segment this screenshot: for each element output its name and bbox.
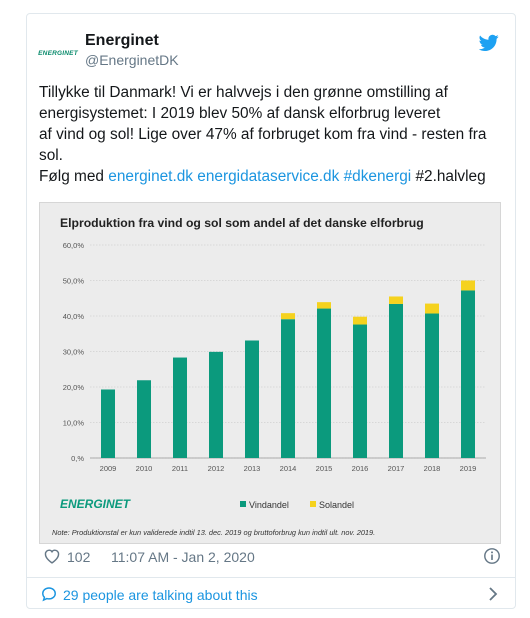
x-tick-label: 2012 [208, 464, 225, 473]
legend-solar-label: Solandel [319, 500, 354, 510]
bar-wind [209, 351, 223, 458]
x-tick-label: 2017 [388, 464, 405, 473]
avatar[interactable]: ENERGINET [38, 34, 78, 72]
bar-solar [461, 280, 475, 291]
bar-wind [389, 303, 403, 458]
author-name[interactable]: Energinet [85, 32, 159, 49]
legend-wind-label: Vindandel [249, 500, 289, 510]
bar-chart: Elproduktion fra vind og sol som andel a… [52, 216, 486, 537]
y-tick-label: 50,0% [63, 277, 85, 286]
tweet-header: ENERGINET Energinet @EnerginetDK [38, 28, 505, 72]
bar-wind [461, 290, 475, 458]
timestamp[interactable]: 11:07 AM - Jan 2, 2020 [111, 549, 255, 565]
x-tick-label: 2009 [100, 464, 117, 473]
bar-wind [137, 380, 151, 458]
tweet-line: sol. [39, 147, 63, 164]
legend-wind-swatch [240, 501, 246, 507]
comment-icon [42, 587, 56, 602]
y-tick-label: 0,% [71, 454, 84, 463]
bar-wind [425, 313, 439, 458]
hashtag-dkenergi[interactable]: #dkenergi [343, 168, 412, 185]
author-handle[interactable]: @EnerginetDK [85, 52, 179, 68]
heart-icon[interactable] [43, 548, 61, 564]
bar-solar [281, 313, 295, 320]
avatar-logo-text: ENERGINET [38, 49, 78, 57]
tweet-line-follow: Følg med energinet.dk energidataservice.… [39, 166, 505, 187]
legend-solar-swatch [310, 501, 316, 507]
x-tick-label: 2015 [316, 464, 333, 473]
x-tick-label: 2018 [424, 464, 441, 473]
y-tick-label: 60,0% [63, 241, 85, 250]
chart-note: Note: Produktionstal er kun validerede i… [52, 528, 375, 537]
bar-solar [389, 296, 403, 304]
bar-solar [353, 316, 367, 325]
bar-solar [317, 302, 331, 309]
bar-wind [281, 319, 295, 458]
link-energidataservice[interactable]: energidataservice.dk [197, 168, 340, 185]
bar-wind [173, 357, 187, 458]
chart-image[interactable]: Elproduktion fra vind og sol som andel a… [39, 202, 501, 544]
tweet-line: af vind og sol! Lige over 47% af forbrug… [39, 126, 487, 143]
divider [27, 577, 515, 578]
twitter-bird-icon[interactable] [479, 34, 499, 52]
tweet-line: Tillykke til Danmark! Vi er halvvejs i d… [39, 84, 448, 101]
chevron-right-icon[interactable] [487, 586, 499, 602]
tweet-meta: 102 11:07 AM - Jan 2, 2020 [39, 544, 505, 568]
y-tick-label: 20,0% [63, 383, 85, 392]
info-icon[interactable] [483, 547, 501, 565]
talking-count[interactable]: 29 people are talking about this [63, 587, 258, 603]
x-tick-label: 2014 [280, 464, 297, 473]
bar-wind [353, 324, 367, 458]
y-tick-label: 40,0% [63, 312, 85, 321]
conversation-link[interactable]: 29 people are talking about this [39, 582, 505, 606]
bar-wind [101, 389, 115, 458]
tweet-text: Tillykke til Danmark! Vi er halvvejs i d… [39, 82, 505, 187]
x-tick-label: 2011 [172, 464, 188, 473]
bar-wind [245, 340, 259, 458]
x-tick-label: 2013 [244, 464, 261, 473]
x-tick-label: 2016 [352, 464, 369, 473]
chart-title: Elproduktion fra vind og sol som andel a… [60, 216, 424, 230]
chart-logo: ENERGINET [60, 497, 132, 511]
tweet-line: energisystemet: I 2019 blev 50% af dansk… [39, 105, 441, 122]
bar-solar [425, 303, 439, 314]
x-tick-label: 2019 [460, 464, 477, 473]
tweet-card: ENERGINET Energinet @EnerginetDK Tillykk… [26, 13, 516, 609]
bar-wind [317, 308, 331, 458]
like-count[interactable]: 102 [67, 549, 91, 565]
follow-text: Følg med [39, 168, 109, 185]
y-tick-label: 10,0% [63, 419, 85, 428]
link-energinet[interactable]: energinet.dk [108, 168, 193, 185]
hashtag-halvleg: #2.halvleg [411, 168, 486, 185]
y-tick-label: 30,0% [63, 348, 85, 357]
x-tick-label: 2010 [136, 464, 153, 473]
